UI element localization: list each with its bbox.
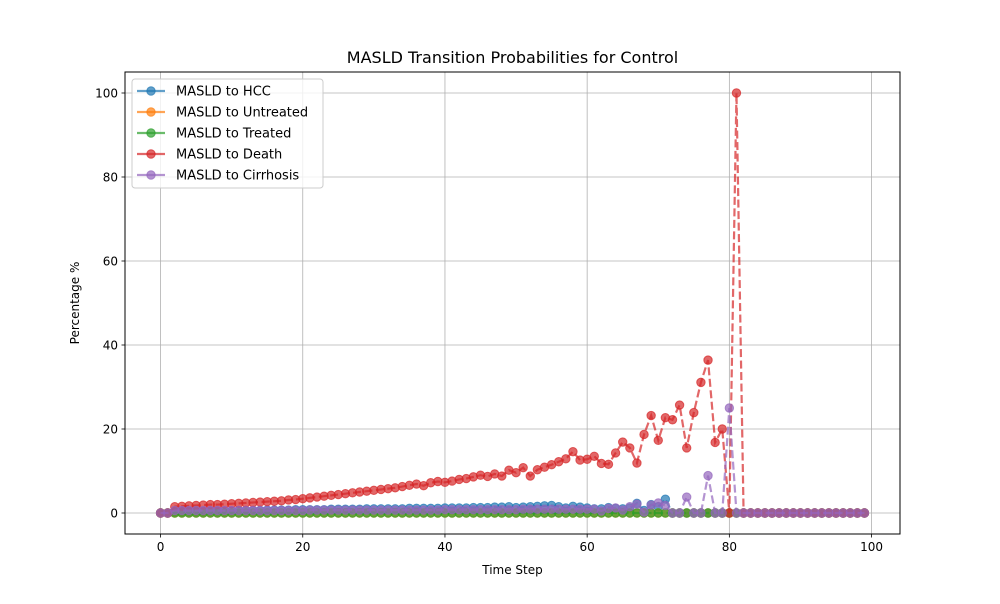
x-tick-label: 40 [437, 540, 452, 554]
legend-item-masld-to-treated: MASLD to Treated [137, 127, 291, 142]
y-tick-label: 40 [103, 339, 118, 353]
legend: MASLD to HCC MASLD to Untreated MASLD to T… [131, 78, 324, 189]
x-tick-label: 80 [722, 540, 737, 554]
data-point [632, 499, 642, 509]
data-point [639, 429, 649, 440]
series-layer [155, 88, 870, 518]
data-point [618, 437, 628, 447]
legend-item-masld-to-hcc: MASLD to HCC [137, 85, 271, 100]
legend-item-masld-to-death: MASLD to Death [137, 148, 282, 163]
data-point [696, 377, 706, 388]
data-point [689, 407, 699, 418]
data-point [717, 424, 727, 434]
chart-title: MASLD Transition Probabilities for Contr… [347, 48, 678, 67]
x-tick-label: 20 [295, 540, 310, 554]
data-point [731, 88, 742, 98]
data-point [710, 437, 720, 448]
data-point [703, 355, 713, 365]
legend-swatch-marker [146, 107, 156, 117]
data-point [603, 459, 614, 469]
data-point [682, 443, 692, 453]
y-tick-label: 0 [110, 507, 118, 521]
legend-label: MASLD to Treated [176, 127, 291, 142]
legend-box [131, 78, 324, 189]
x-tick-label: 100 [860, 540, 883, 554]
data-point [682, 492, 692, 502]
legend-swatch-marker [146, 149, 156, 159]
data-point [674, 508, 685, 518]
y-tick-label: 20 [103, 423, 118, 437]
legend-label: MASLD to Cirrhosis [176, 169, 299, 184]
legend-label: MASLD to Untreated [176, 106, 308, 121]
data-point [717, 508, 727, 518]
legend-swatch-marker [146, 128, 156, 138]
data-point [653, 435, 663, 446]
data-point [667, 415, 678, 425]
data-point [497, 471, 507, 481]
legend-item-masld-to-cirrhosis: MASLD to Cirrhosis [137, 169, 299, 184]
data-point [639, 507, 649, 517]
data-point [632, 458, 642, 468]
x-tick-label: 0 [157, 540, 165, 554]
data-point [724, 403, 735, 413]
data-point [610, 448, 621, 458]
data-point [660, 500, 671, 511]
legend-swatch-marker [146, 170, 156, 180]
legend-label: MASLD to HCC [176, 85, 271, 100]
data-point [511, 467, 521, 478]
data-point [625, 443, 635, 453]
data-point [703, 470, 713, 481]
data-point [568, 446, 578, 457]
legend-item-masld-to-untreated: MASLD to Untreated [137, 106, 308, 121]
data-point [646, 410, 656, 421]
legend-label: MASLD to Death [176, 148, 282, 163]
data-point [696, 508, 706, 518]
data-point [589, 451, 599, 461]
data-point [561, 454, 571, 464]
series-masld-to-cirrhosis [155, 403, 870, 518]
x-axis-label: Time Step [481, 563, 543, 577]
y-tick-label: 60 [103, 255, 118, 269]
legend-swatch-marker [146, 86, 156, 96]
tick-layer: 0 20 40 60 80 100 0 20 40 60 80 100 [95, 87, 883, 555]
data-point [859, 508, 870, 518]
data-point [518, 462, 528, 473]
x-tick-label: 60 [580, 540, 595, 554]
y-tick-label: 80 [103, 171, 118, 185]
plot-frame [124, 71, 901, 535]
data-point [674, 400, 685, 410]
data-point [525, 471, 535, 481]
y-axis-label: Percentage % [68, 262, 82, 345]
y-tick-label: 100 [95, 87, 118, 101]
